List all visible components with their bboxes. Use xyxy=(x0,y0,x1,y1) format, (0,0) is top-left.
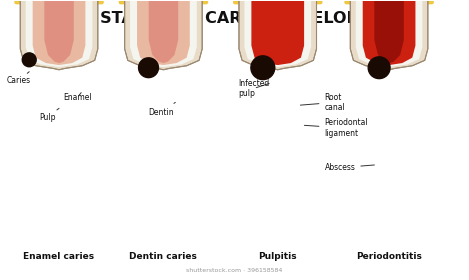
Text: Caries: Caries xyxy=(7,72,30,85)
Polygon shape xyxy=(251,0,304,65)
Polygon shape xyxy=(125,0,202,70)
Text: Pulp: Pulp xyxy=(39,108,59,122)
Text: Dentin: Dentin xyxy=(149,102,175,117)
Circle shape xyxy=(251,56,275,80)
Polygon shape xyxy=(239,0,317,70)
Polygon shape xyxy=(33,0,85,65)
Text: Periodontal
ligament: Periodontal ligament xyxy=(304,118,368,138)
Circle shape xyxy=(22,53,36,67)
Polygon shape xyxy=(263,0,293,63)
Polygon shape xyxy=(149,0,178,63)
Circle shape xyxy=(368,57,390,79)
Text: Pulpitis: Pulpitis xyxy=(258,252,297,261)
Polygon shape xyxy=(363,0,416,65)
Polygon shape xyxy=(44,0,74,63)
Text: Infected
pulp: Infected pulp xyxy=(238,79,269,98)
Polygon shape xyxy=(20,0,98,70)
Circle shape xyxy=(138,58,159,78)
Polygon shape xyxy=(356,0,423,67)
FancyBboxPatch shape xyxy=(119,0,208,4)
Text: Enamel: Enamel xyxy=(63,93,91,102)
Text: Dentin caries: Dentin caries xyxy=(129,252,197,261)
Text: THE STAGES OF CARIES DEVELOPMENT: THE STAGES OF CARIES DEVELOPMENT xyxy=(59,11,409,26)
Polygon shape xyxy=(130,0,197,67)
Polygon shape xyxy=(350,0,428,70)
Text: Abscess: Abscess xyxy=(325,163,374,172)
Polygon shape xyxy=(137,0,190,65)
Polygon shape xyxy=(26,0,92,67)
Text: Periodontitis: Periodontitis xyxy=(356,252,422,261)
FancyBboxPatch shape xyxy=(15,0,104,4)
FancyBboxPatch shape xyxy=(233,0,323,4)
Polygon shape xyxy=(244,0,311,67)
FancyBboxPatch shape xyxy=(344,0,434,4)
Text: shutterstock.com · 396158584: shutterstock.com · 396158584 xyxy=(186,268,282,273)
Polygon shape xyxy=(374,0,404,63)
Text: Root
canal: Root canal xyxy=(300,93,345,112)
Text: Enamel caries: Enamel caries xyxy=(23,252,95,261)
